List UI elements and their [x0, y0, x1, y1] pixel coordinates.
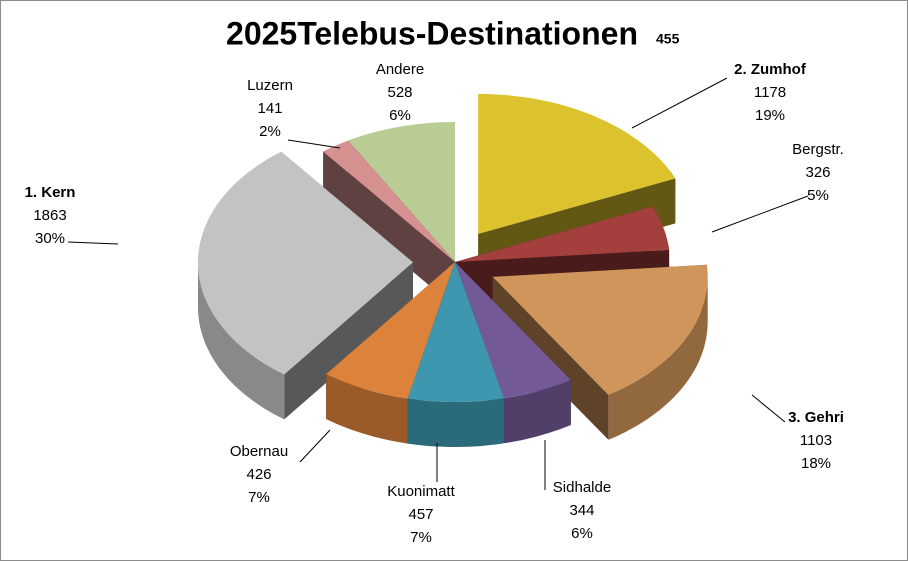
slice-wall [503, 380, 571, 444]
slice-wall [608, 276, 708, 440]
value-label: 1178 [754, 84, 786, 101]
leader-line [299, 429, 331, 463]
slice-label: Bergstr. [792, 141, 844, 158]
slice-wall [407, 398, 504, 447]
slice-label: Andere [376, 61, 424, 78]
percent-label: 6% [571, 525, 593, 542]
leader-line [631, 77, 728, 129]
slice-label: 2. Zumhof [734, 61, 807, 78]
slice-top [326, 262, 455, 399]
percent-label: 19% [755, 107, 785, 124]
slice-top [455, 206, 670, 262]
slice-label: Obernau [230, 443, 288, 460]
value-label: 141 [257, 100, 282, 117]
slice-wall [326, 374, 408, 444]
value-label: 457 [408, 506, 433, 523]
leader-line [751, 394, 786, 423]
leader-line [67, 241, 119, 245]
percent-label: 2% [259, 123, 281, 140]
slice-label: Luzern [247, 77, 293, 94]
percent-label: 7% [410, 529, 432, 546]
percent-label: 7% [248, 489, 270, 506]
percent-label: 5% [807, 187, 829, 204]
slice-label: Sidhalde [553, 479, 611, 496]
slice [407, 262, 504, 447]
chart-subtitle: 455 [656, 31, 680, 47]
percent-label: 18% [801, 455, 831, 472]
percent-label: 30% [35, 230, 65, 247]
slice-label: Kuonimatt [387, 483, 455, 500]
slice-top [323, 140, 455, 262]
slice-top [198, 151, 413, 375]
percent-label: 6% [389, 107, 411, 124]
leader-line [287, 139, 341, 149]
slice-top [455, 262, 571, 399]
chart-title: 2025Telebus-Destinationen [226, 15, 638, 51]
slice-side [492, 276, 609, 440]
value-label: 528 [387, 84, 412, 101]
slice-label: 1. Kern [25, 184, 76, 201]
slice-top [348, 122, 455, 262]
value-label: 1103 [800, 432, 832, 449]
slice-label: 3. Gehri [788, 409, 844, 426]
value-label: 426 [246, 466, 271, 483]
value-label: 1863 [33, 207, 66, 224]
slice-wall [198, 262, 285, 420]
leader-line [711, 195, 809, 233]
slice-side [284, 262, 413, 420]
value-label: 326 [805, 164, 830, 181]
slice-top [407, 262, 504, 402]
slice-top [492, 264, 708, 395]
slice-top [478, 93, 676, 234]
slice [198, 151, 413, 420]
value-label: 344 [569, 502, 594, 519]
slice [323, 140, 455, 307]
slice [492, 264, 708, 440]
